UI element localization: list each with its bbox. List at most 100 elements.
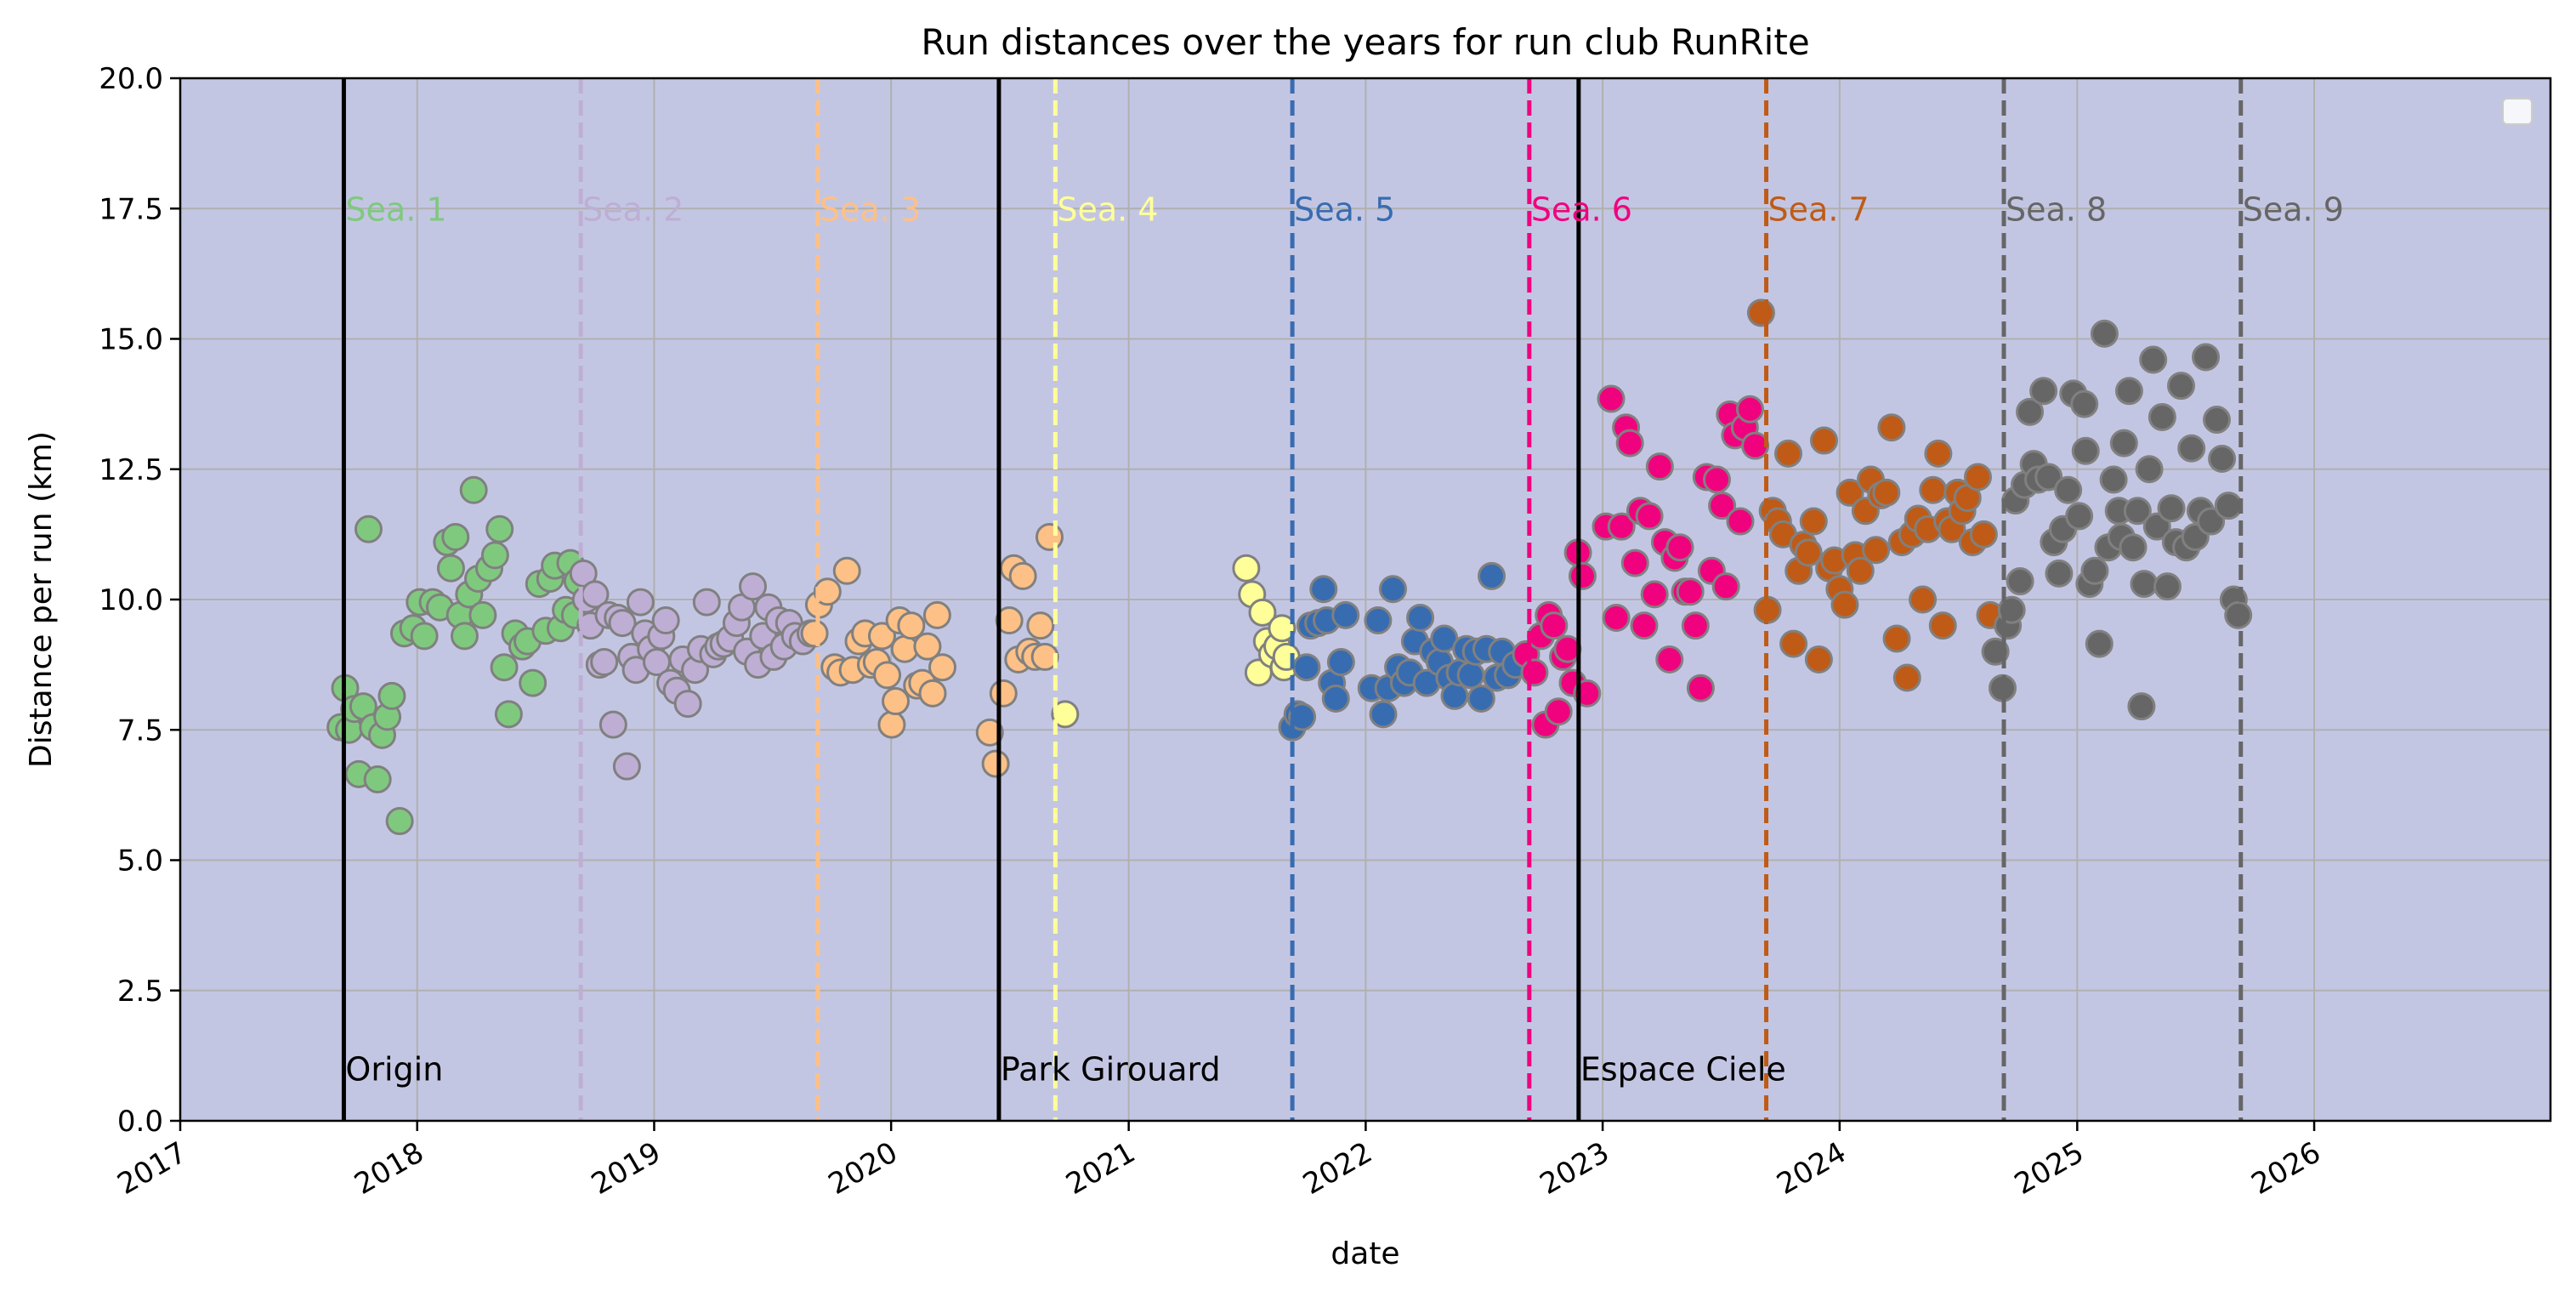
data-point	[599, 710, 627, 739]
season-label: Sea. 3	[820, 190, 921, 228]
data-point	[1862, 536, 1891, 565]
data-point	[1810, 426, 1839, 455]
data-point	[1846, 556, 1875, 585]
y-tick-label: 15.0	[99, 323, 163, 357]
season-label: Sea. 9	[2243, 190, 2344, 228]
x-axis-ticks: 2017 2018 2019 2020 2021 2022 2023 2024 2025 2026	[112, 1121, 2327, 1202]
data-point	[1321, 684, 1350, 713]
data-point	[2123, 497, 2152, 526]
data-point	[1877, 413, 1906, 442]
data-point	[1232, 554, 1261, 583]
data-point	[1640, 580, 1669, 609]
data-point	[2214, 492, 2243, 520]
data-point	[1467, 684, 1495, 713]
x-tick-label: 2025	[2009, 1135, 2090, 1202]
data-point	[975, 718, 1004, 747]
data-point	[1872, 478, 1901, 507]
data-point	[1882, 624, 1911, 653]
data-point	[441, 522, 470, 551]
venue-label: Espace Ciele	[1580, 1051, 1786, 1089]
season-label: Sea. 1	[345, 190, 446, 228]
data-point	[2192, 343, 2221, 372]
data-point	[1035, 522, 1064, 551]
data-point	[1331, 600, 1360, 629]
data-point	[1051, 700, 1080, 729]
data-point	[2109, 429, 2138, 458]
data-point	[739, 572, 768, 601]
data-point	[468, 600, 497, 629]
y-tick-label: 5.0	[117, 844, 163, 878]
y-axis-ticks: 0.0 2.5 5.0 7.5 10.0 12.5 15.0 17.5 20.0	[99, 62, 180, 1139]
data-point	[1026, 611, 1055, 640]
data-point	[1030, 642, 1059, 671]
data-point	[1630, 611, 1659, 640]
y-axis-label: Distance per run (km)	[24, 431, 59, 768]
data-point	[1364, 606, 1393, 635]
x-axis-label: date	[1331, 1236, 1399, 1271]
data-point	[882, 687, 911, 716]
y-tick-label: 12.5	[99, 453, 163, 487]
data-point	[485, 514, 514, 543]
data-point	[2130, 570, 2159, 599]
data-point	[1746, 298, 1775, 327]
data-point	[1520, 658, 1549, 687]
data-point	[377, 681, 406, 710]
data-point	[1686, 674, 1715, 702]
data-point	[1620, 549, 1649, 577]
data-point	[2139, 345, 2168, 374]
y-tick-label: 2.5	[117, 975, 163, 1009]
data-point	[1804, 645, 1833, 674]
data-point	[877, 710, 906, 739]
data-point	[1708, 492, 1737, 520]
data-point	[1008, 561, 1037, 590]
data-point	[1288, 702, 1317, 731]
data-point	[1703, 465, 1732, 494]
x-tick-label: 2022	[1297, 1135, 1378, 1202]
data-point	[1568, 561, 1597, 590]
data-point	[2148, 402, 2176, 431]
data-point	[1969, 520, 1998, 549]
data-point	[1735, 395, 1764, 423]
data-point	[363, 765, 392, 793]
data-point	[1635, 502, 1664, 531]
chart-title: Run distances over the years for run clu…	[921, 21, 1809, 63]
data-point	[1602, 603, 1631, 632]
data-point	[2157, 494, 2186, 523]
data-point	[450, 622, 479, 651]
data-point	[2197, 507, 2226, 536]
data-point	[2202, 406, 2231, 435]
data-point	[2045, 559, 2074, 588]
data-point	[608, 609, 637, 638]
data-point	[2208, 444, 2237, 473]
data-point	[1655, 645, 1684, 674]
x-tick-label: 2021	[1060, 1135, 1141, 1202]
data-point	[2071, 436, 2100, 465]
x-tick-label: 2019	[586, 1135, 667, 1202]
data-point	[922, 600, 951, 629]
data-point	[2085, 629, 2114, 658]
data-point	[459, 475, 488, 504]
season-label: Sea. 6	[1531, 190, 1632, 228]
data-point	[1676, 577, 1705, 606]
data-point	[1378, 575, 1407, 604]
data-point	[2065, 502, 2094, 531]
data-point	[867, 622, 896, 651]
data-point	[1456, 661, 1485, 690]
data-point	[2224, 600, 2253, 629]
data-point	[1406, 603, 1435, 632]
data-point	[1369, 700, 1398, 729]
data-point	[692, 588, 721, 617]
y-tick-label: 0.0	[117, 1105, 163, 1139]
data-point	[928, 653, 956, 682]
data-point	[1248, 598, 1277, 627]
data-point	[1540, 611, 1569, 640]
data-point	[490, 653, 519, 682]
data-point	[2119, 533, 2148, 562]
data-point	[1909, 585, 1938, 614]
data-point	[1830, 590, 1859, 619]
data-point	[1836, 478, 1864, 507]
data-point	[2114, 377, 2143, 406]
data-point	[2054, 475, 2083, 504]
data-point	[2166, 372, 2195, 401]
